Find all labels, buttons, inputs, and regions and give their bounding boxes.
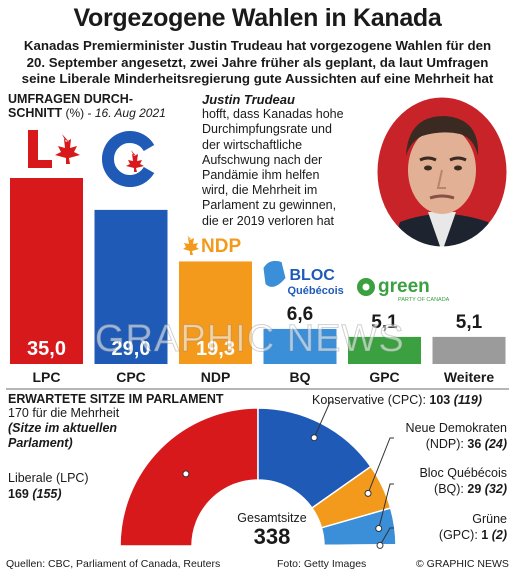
seat-leader-line: [378, 483, 394, 529]
bar-value-label: 5,1: [371, 312, 398, 333]
seat-leader-line: [379, 527, 394, 546]
conservative-logo-icon: [101, 131, 155, 187]
bar-bq: [263, 328, 337, 364]
majority-text: 170 für die Mehrheit: [8, 406, 120, 420]
seat-prev: (155): [32, 487, 62, 501]
bar-value-label: 35,0: [27, 338, 66, 360]
quote-line: Aufschwung nach der: [202, 152, 323, 167]
bar-category-label: LPC: [33, 369, 61, 385]
seat-prev: (119): [453, 393, 483, 407]
bar-cpc: [94, 209, 168, 364]
poll-bar-chart: 35,0 LPC 29,0 CPC 19,3 NDP 6,6 BQ 5,1 GPC 5,1 Weite…: [10, 130, 506, 385]
trudeau-photo: [374, 94, 510, 250]
quote-line: die er 2019 verloren hat: [202, 213, 335, 228]
quote-name: Justin Trudeau: [202, 92, 295, 107]
quote-line: der wirtschaftliche: [202, 137, 303, 152]
seats-hemicycle-chart: [119, 401, 397, 549]
bloc-logo-subtext: Québécois: [288, 285, 344, 297]
green-logo-subtext: PARTY OF CANADA: [398, 297, 450, 303]
bar-category-label: BQ: [290, 369, 311, 385]
poll-heading-line2: SCHNITT: [8, 106, 63, 120]
seat-leader-dot: [310, 434, 318, 442]
footer-photo-credit: Foto: Getty Images: [277, 558, 367, 570]
seat-leader-dot: [375, 524, 383, 532]
seats-heading: ERWARTETE SITZE IM PARLAMENT: [8, 392, 224, 406]
majority-note: 170 für die Mehrheit (Sitze im aktuellen…: [8, 406, 119, 451]
seat-leader-line: [367, 437, 394, 494]
footer-copyright: © GRAPHIC NEWS: [416, 558, 509, 570]
quote-line: Durchimpfungsrate und: [202, 122, 332, 137]
seat-leader-line: [313, 401, 334, 438]
ndp-logo-text: NDP: [201, 236, 241, 257]
seat-leader-dot: [364, 489, 372, 497]
bar-value-label: 5,1: [456, 312, 483, 333]
current-parliament-note: (Sitze im aktuellen: [8, 421, 118, 435]
seat-count: 36: [467, 437, 482, 451]
seat-segment-lpc: [119, 407, 259, 547]
footer-sources: Quellen: CBC, Parliament of Canada, Reut…: [6, 558, 221, 570]
subtitle-line: 20. September angesetzt, zwei Jahre früh…: [26, 54, 489, 70]
total-seats-label: Gesamtsitze: [237, 511, 307, 525]
seat-leader-dot: [376, 541, 384, 549]
seat-prev: (32): [484, 482, 507, 496]
seat-party-name: Liberale (LPC): [8, 471, 89, 485]
page-title: Vorgezogene Wahlen in Kanada: [73, 4, 442, 32]
liberal-logo-icon: [28, 130, 80, 168]
bloc-logo-text: BLOC: [290, 267, 336, 284]
subtitle-line: Kanadas Premierminister Justin Trudeau h…: [23, 38, 492, 53]
seat-label-cpc: Konservative (CPC): 103 (119): [312, 392, 482, 408]
bar-category-label: Weitere: [444, 369, 495, 385]
poll-heading-line1: UMFRAGEN DURCH-: [8, 92, 133, 106]
bar-category-label: CPC: [116, 369, 146, 385]
trudeau-quote: Justin Trudeau hofft, dass Kanadas hohe …: [202, 92, 372, 229]
seat-prev: (2): [491, 528, 507, 542]
seat-count: 1: [481, 528, 489, 542]
seat-party-code: (GPC):: [438, 528, 482, 542]
seat-count: 103: [429, 393, 451, 407]
seat-party-name: Neue Demokraten: [405, 421, 507, 435]
current-parliament-note: Parlament): [8, 436, 73, 450]
seat-count: 29: [467, 482, 482, 496]
bar-ndp: [179, 261, 252, 364]
subtitle: Kanadas Premierminister Justin Trudeau h…: [0, 38, 515, 88]
seat-party-code: (BQ):: [434, 482, 468, 496]
bar-value-label: 29,0: [112, 338, 151, 360]
quote-line: hofft, dass Kanadas hohe: [202, 107, 344, 122]
bar-value-label: 6,6: [287, 304, 313, 325]
bar-value-label: 19,3: [196, 338, 235, 360]
subtitle-line: seine Liberale Minderheitsregierung gute…: [21, 71, 494, 86]
seat-label-gpc: Grüne (GPC): 1 (2): [392, 511, 507, 543]
seat-party-name: Bloc Québécois: [419, 466, 507, 480]
seat-party-name: Grüne: [472, 512, 507, 526]
poll-unit: (%): [65, 106, 85, 120]
green-logo-text: green: [378, 276, 430, 297]
bar-lpc: [10, 178, 83, 364]
ndp-logo-icon: NDP: [183, 235, 241, 257]
poll-dash: -: [84, 106, 95, 120]
bar-gpc: [348, 336, 421, 364]
seat-label-lpc: Liberale (LPC) 169 (155): [8, 470, 89, 502]
quote-line: Parlament zu gewinnen,: [202, 198, 337, 213]
seat-party-name: Konservative (CPC):: [312, 393, 430, 407]
seat-label-ndp: Neue Demokraten (NDP): 36 (24): [392, 420, 507, 452]
seat-count: 169: [8, 487, 29, 501]
total-seats-value: 338: [253, 524, 291, 549]
bar-weitere: [432, 336, 506, 364]
quote-line: Pandämie ihm helfen: [202, 168, 320, 183]
seat-label-bq: Bloc Québécois (BQ): 29 (32): [392, 465, 507, 497]
seat-segment-gpc: [323, 543, 397, 547]
poll-date: 16. Aug 2021: [94, 106, 166, 120]
poll-heading: UMFRAGEN DURCH- SCHNITT (%) - 16. Aug 20…: [8, 92, 166, 120]
seat-party-code: (NDP):: [425, 437, 468, 451]
bar-category-label: GPC: [369, 369, 399, 385]
seat-leader-dot: [182, 470, 190, 478]
bar-category-label: NDP: [201, 369, 231, 385]
section-divider: [6, 388, 509, 390]
seat-prev: (24): [484, 437, 507, 451]
quote-line: wird, die Mehrheit im: [202, 183, 318, 198]
